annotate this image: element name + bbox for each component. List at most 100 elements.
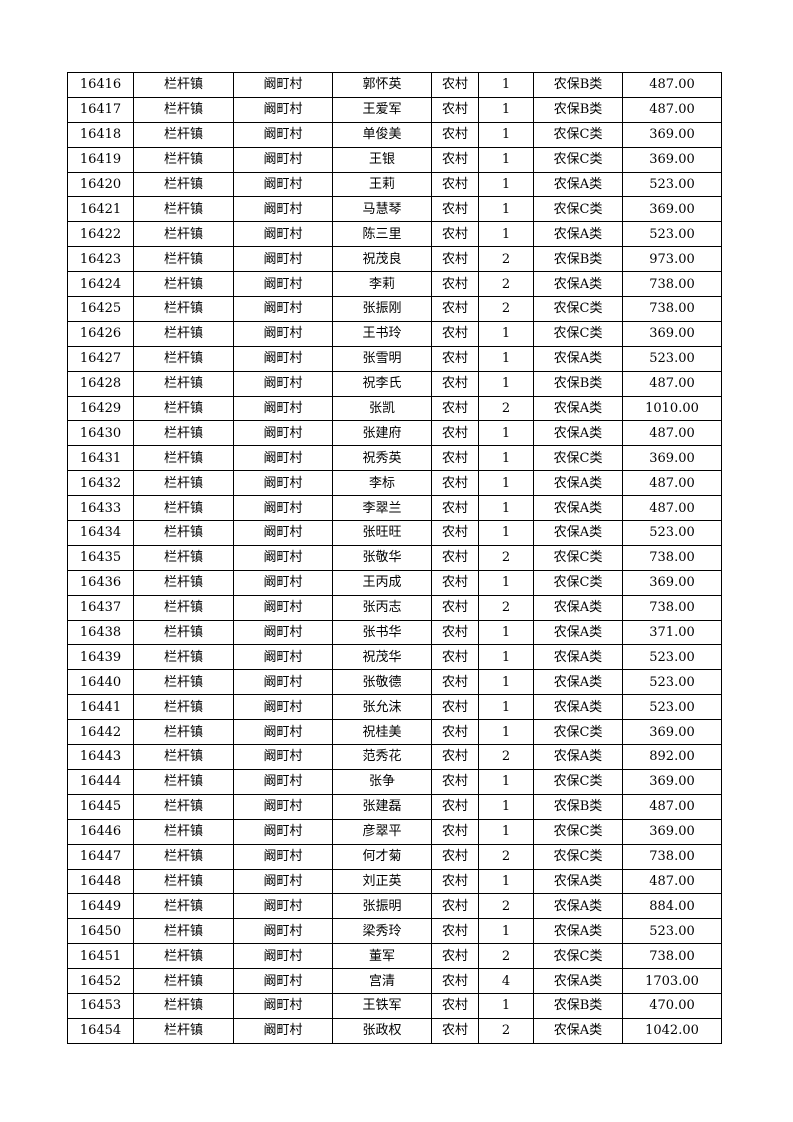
household-count-cell: 1 <box>478 694 534 721</box>
village-cell: 阚町村 <box>233 694 333 721</box>
town-cell: 栏杆镇 <box>133 818 234 845</box>
town-cell: 栏杆镇 <box>133 918 234 945</box>
table-row: 16417 栏杆镇 阚町村 王爱军 农村 1 农保B类 487.00 <box>67 96 722 123</box>
area-type-cell: 农村 <box>431 146 479 173</box>
area-type-cell: 农村 <box>431 320 479 347</box>
amount-cell: 523.00 <box>622 694 722 721</box>
village-cell: 阚町村 <box>233 918 333 945</box>
town-cell: 栏杆镇 <box>133 744 234 770</box>
row-number-cell: 16426 <box>67 320 134 347</box>
table-row: 16446 栏杆镇 阚町村 彦翠平 农村 1 农保C类 369.00 <box>67 818 722 845</box>
household-count-cell: 2 <box>478 594 534 621</box>
insurance-category-cell: 农保A类 <box>533 495 623 522</box>
area-type-cell: 农村 <box>431 893 479 920</box>
table-row: 16451 栏杆镇 阚町村 董军 农村 2 农保C类 738.00 <box>67 943 722 970</box>
row-number-cell: 16443 <box>67 744 134 770</box>
town-cell: 栏杆镇 <box>133 893 234 920</box>
table-body: 16416 栏杆镇 阚町村 郭怀英 农村 1 农保B类 487.00 16417 栏杆镇 阚町村 王爱… <box>67 72 722 1044</box>
area-type-cell: 农村 <box>431 1017 479 1044</box>
household-count-cell: 1 <box>478 992 534 1019</box>
table-row: 16416 栏杆镇 阚町村 郭怀英 农村 1 农保B类 487.00 <box>67 72 722 98</box>
person-name-cell: 郭怀英 <box>332 72 432 98</box>
person-name-cell: 李莉 <box>332 271 432 298</box>
household-count-cell: 1 <box>478 793 534 820</box>
row-number-cell: 16422 <box>67 221 134 248</box>
table-row: 16435 栏杆镇 阚町村 张敬华 农村 2 农保C类 738.00 <box>67 544 722 571</box>
row-number-cell: 16417 <box>67 96 134 123</box>
row-number-cell: 16447 <box>67 843 134 870</box>
village-cell: 阚町村 <box>233 445 333 472</box>
person-name-cell: 宫清 <box>332 968 432 994</box>
row-number-cell: 16432 <box>67 470 134 497</box>
town-cell: 栏杆镇 <box>133 320 234 347</box>
village-cell: 阚町村 <box>233 345 333 372</box>
town-cell: 栏杆镇 <box>133 445 234 472</box>
town-cell: 栏杆镇 <box>133 719 234 746</box>
amount-cell: 738.00 <box>622 271 722 298</box>
household-count-cell: 1 <box>478 918 534 945</box>
village-cell: 阚町村 <box>233 72 333 98</box>
insurance-category-cell: 农保A类 <box>533 271 623 298</box>
household-count-cell: 1 <box>478 868 534 895</box>
row-number-cell: 16442 <box>67 719 134 746</box>
area-type-cell: 农村 <box>431 943 479 970</box>
row-number-cell: 16446 <box>67 818 134 845</box>
household-count-cell: 1 <box>478 96 534 123</box>
row-number-cell: 16418 <box>67 121 134 148</box>
table-row: 16443 栏杆镇 阚町村 范秀花 农村 2 农保A类 892.00 <box>67 744 722 770</box>
table-row: 16430 栏杆镇 阚町村 张建府 农村 1 农保A类 487.00 <box>67 420 722 447</box>
area-type-cell: 农村 <box>431 719 479 746</box>
area-type-cell: 农村 <box>431 968 479 994</box>
amount-cell: 1042.00 <box>622 1017 722 1044</box>
household-count-cell: 2 <box>478 744 534 770</box>
area-type-cell: 农村 <box>431 470 479 497</box>
town-cell: 栏杆镇 <box>133 271 234 298</box>
household-count-cell: 4 <box>478 968 534 994</box>
row-number-cell: 16433 <box>67 495 134 522</box>
area-type-cell: 农村 <box>431 72 479 98</box>
insurance-category-cell: 农保B类 <box>533 793 623 820</box>
insurance-category-cell: 农保A类 <box>533 594 623 621</box>
row-number-cell: 16425 <box>67 296 134 322</box>
household-count-cell: 2 <box>478 843 534 870</box>
person-name-cell: 张旺旺 <box>332 520 432 546</box>
town-cell: 栏杆镇 <box>133 793 234 820</box>
area-type-cell: 农村 <box>431 121 479 148</box>
town-cell: 栏杆镇 <box>133 544 234 571</box>
household-count-cell: 1 <box>478 495 534 522</box>
insurance-category-cell: 农保A类 <box>533 345 623 372</box>
household-count-cell: 2 <box>478 943 534 970</box>
area-type-cell: 农村 <box>431 520 479 546</box>
row-number-cell: 16451 <box>67 943 134 970</box>
area-type-cell: 农村 <box>431 744 479 770</box>
allowance-table: 16416 栏杆镇 阚町村 郭怀英 农村 1 农保B类 487.00 16417 栏杆镇 阚町村 王爱… <box>67 72 722 1044</box>
insurance-category-cell: 农保A类 <box>533 893 623 920</box>
insurance-category-cell: 农保B类 <box>533 96 623 123</box>
table-row: 16433 栏杆镇 阚町村 李翠兰 农村 1 农保A类 487.00 <box>67 495 722 522</box>
village-cell: 阚町村 <box>233 544 333 571</box>
amount-cell: 738.00 <box>622 594 722 621</box>
table-row: 16438 栏杆镇 阚町村 张书华 农村 1 农保A类 371.00 <box>67 619 722 646</box>
village-cell: 阚町村 <box>233 370 333 397</box>
person-name-cell: 梁秀玲 <box>332 918 432 945</box>
row-number-cell: 16419 <box>67 146 134 173</box>
area-type-cell: 农村 <box>431 395 479 422</box>
area-type-cell: 农村 <box>431 644 479 671</box>
area-type-cell: 农村 <box>431 420 479 447</box>
amount-cell: 738.00 <box>622 843 722 870</box>
town-cell: 栏杆镇 <box>133 1017 234 1044</box>
table-row: 16434 栏杆镇 阚町村 张旺旺 农村 1 农保A类 523.00 <box>67 520 722 546</box>
town-cell: 栏杆镇 <box>133 992 234 1019</box>
town-cell: 栏杆镇 <box>133 171 234 198</box>
row-number-cell: 16429 <box>67 395 134 422</box>
town-cell: 栏杆镇 <box>133 370 234 397</box>
village-cell: 阚町村 <box>233 395 333 422</box>
insurance-category-cell: 农保A类 <box>533 171 623 198</box>
person-name-cell: 彦翠平 <box>332 818 432 845</box>
table-row: 16445 栏杆镇 阚町村 张建磊 农村 1 农保B类 487.00 <box>67 793 722 820</box>
household-count-cell: 2 <box>478 893 534 920</box>
amount-cell: 973.00 <box>622 246 722 273</box>
household-count-cell: 1 <box>478 470 534 497</box>
row-number-cell: 16437 <box>67 594 134 621</box>
person-name-cell: 祝茂良 <box>332 246 432 273</box>
